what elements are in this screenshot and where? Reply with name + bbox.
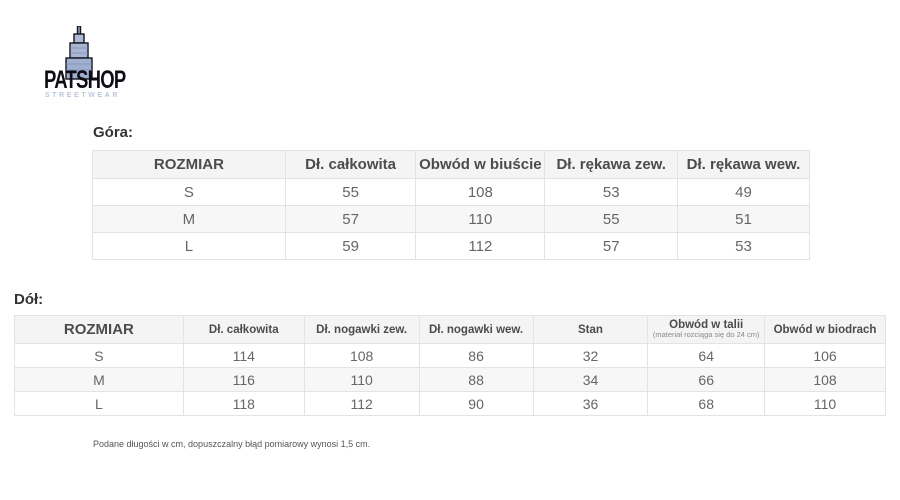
table-row: L 59 112 57 53 — [92, 232, 810, 260]
measurement-cell: 53 — [544, 178, 679, 206]
measurement-cell: 108 — [764, 367, 886, 392]
measurement-cell: 108 — [303, 343, 420, 368]
size-cell: M — [92, 205, 286, 233]
column-header: Obwód w biuście — [415, 150, 546, 179]
column-header: Dł. rękawa wew. — [677, 150, 810, 179]
section-heading-top: Góra: — [93, 124, 134, 141]
measurement-cell: 112 — [303, 391, 420, 416]
measurement-cell: 112 — [415, 232, 546, 260]
size-cell: S — [92, 178, 286, 206]
measurement-cell: 90 — [418, 391, 534, 416]
table-row: M 57 110 55 51 — [92, 205, 810, 233]
column-header: Dł. całkowita — [182, 315, 305, 344]
measurement-cell: 55 — [544, 205, 679, 233]
measurement-cell: 53 — [677, 232, 810, 260]
header-row: ROZMIAR Dł. całkowita Dł. nogawki zew. Dł. … — [14, 315, 886, 344]
measurement-cell: 59 — [284, 232, 417, 260]
measurement-cell: 88 — [418, 367, 534, 392]
size-table-top: ROZMIAR Dł. całkowita Obwód w biuście Dł. r… — [92, 150, 810, 260]
column-header: ROZMIAR — [14, 315, 184, 344]
table-row: M 116 110 88 34 66 108 — [14, 367, 886, 392]
size-cell: L — [14, 391, 184, 416]
column-header: Stan — [532, 315, 649, 344]
column-header: Dł. nogawki wew. — [418, 315, 534, 344]
measurement-cell: 110 — [764, 391, 886, 416]
measurement-cell: 66 — [647, 367, 765, 392]
logo-title: PATSHOP — [44, 66, 126, 94]
size-cell: L — [92, 232, 286, 260]
skyscraper-icon — [65, 26, 93, 80]
table-row: S 114 108 86 32 64 106 — [14, 343, 886, 368]
measurement-cell: 114 — [182, 343, 305, 368]
measurement-cell: 34 — [532, 367, 649, 392]
column-header: Dł. rękawa zew. — [544, 150, 679, 179]
section-heading-bottom: Dół: — [14, 291, 44, 308]
measurement-cell: 55 — [284, 178, 417, 206]
measurement-cell: 106 — [764, 343, 886, 368]
measurement-cell: 51 — [677, 205, 810, 233]
measurement-cell: 57 — [284, 205, 417, 233]
column-header: Obwód w biodrach — [764, 315, 886, 344]
table-row: L 118 112 90 36 68 110 — [14, 391, 886, 416]
measurement-cell: 110 — [415, 205, 546, 233]
table-row: S 55 108 53 49 — [92, 178, 810, 206]
size-table-bottom: ROZMIAR Dł. całkowita Dł. nogawki zew. Dł. … — [14, 315, 886, 416]
measurement-cell: 116 — [182, 367, 305, 392]
shop-logo: PATSHOP STREETWEAR — [44, 26, 154, 99]
column-header: Dł. nogawki zew. — [303, 315, 420, 344]
size-cell: S — [14, 343, 184, 368]
measurement-cell: 86 — [418, 343, 534, 368]
measurement-cell: 108 — [415, 178, 546, 206]
measurement-footnote: Podane długości w cm, dopuszczalny błąd … — [93, 439, 371, 449]
column-header: ROZMIAR — [92, 150, 286, 179]
measurement-cell: 32 — [532, 343, 649, 368]
header-row: ROZMIAR Dł. całkowita Obwód w biuście Dł. r… — [92, 150, 810, 179]
measurement-cell: 118 — [182, 391, 305, 416]
measurement-cell: 36 — [532, 391, 649, 416]
size-cell: M — [14, 367, 184, 392]
measurement-cell: 68 — [647, 391, 765, 416]
measurement-cell: 110 — [303, 367, 420, 392]
column-header: Dł. całkowita — [284, 150, 417, 179]
measurement-cell: 64 — [647, 343, 765, 368]
measurement-cell: 57 — [544, 232, 679, 260]
column-header-subnote: (materiał rozciąga się do 24 cm) — [652, 330, 760, 340]
measurement-cell: 49 — [677, 178, 810, 206]
logo-subtitle: STREETWEAR — [45, 92, 120, 99]
column-header: Obwód w talii (materiał rozciąga się do 2… — [647, 315, 765, 344]
